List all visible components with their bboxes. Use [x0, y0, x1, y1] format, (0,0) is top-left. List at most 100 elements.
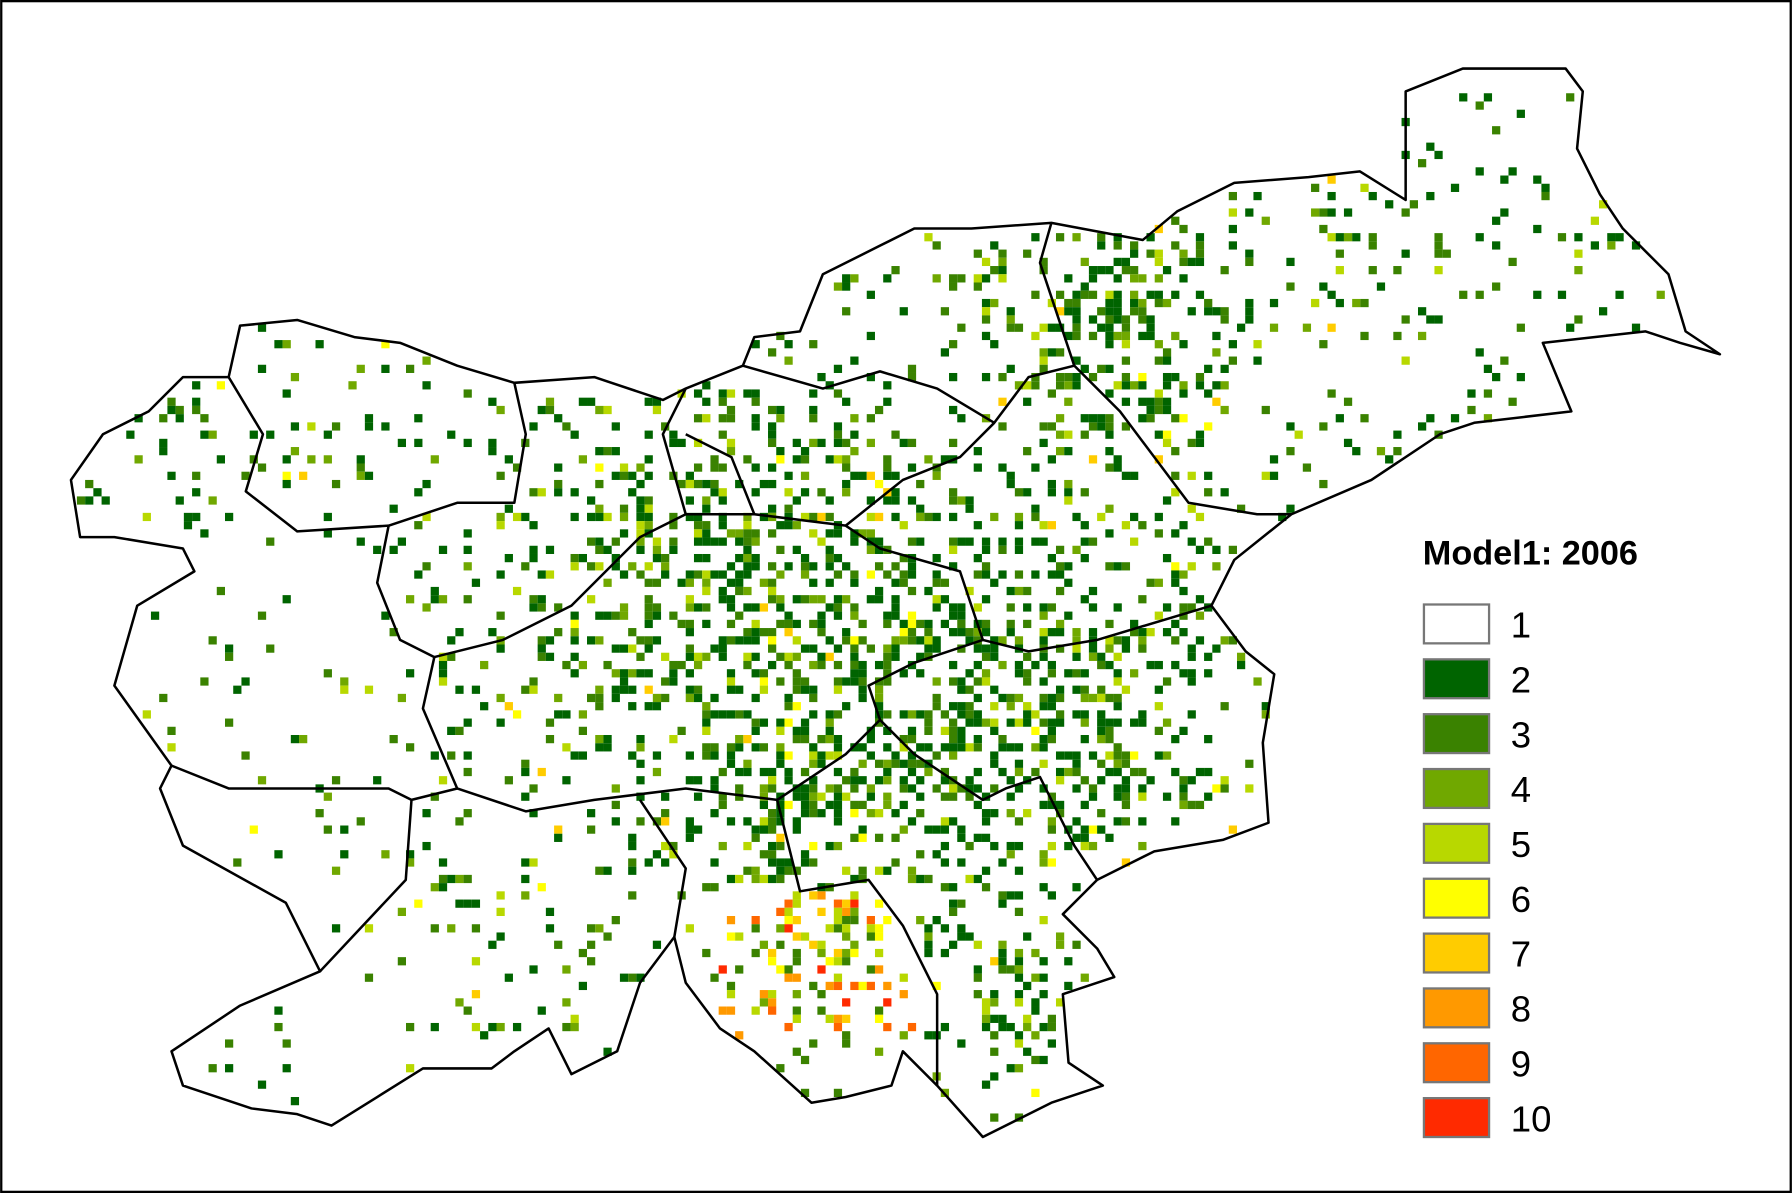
raster-cell [1121, 800, 1131, 810]
raster-cell [751, 652, 760, 661]
raster-cell [1097, 685, 1106, 694]
raster-cell [743, 389, 752, 398]
raster-cell [916, 792, 925, 801]
raster-cell [636, 669, 645, 678]
raster-cell [1039, 652, 1048, 661]
raster-cell [1179, 570, 1188, 579]
raster-cell [1039, 883, 1048, 892]
raster-cell [611, 611, 620, 620]
raster-cell [1014, 784, 1024, 793]
raster-cell [241, 471, 250, 480]
raster-cell [1023, 809, 1032, 818]
raster-cell [702, 619, 711, 629]
raster-cell [1426, 191, 1435, 201]
raster-cell [973, 833, 982, 842]
raster-cell [1055, 718, 1065, 727]
raster-cell [1162, 266, 1172, 275]
raster-cell [1031, 1031, 1040, 1040]
raster-cell [833, 455, 843, 464]
raster-cell [1055, 562, 1065, 571]
raster-cell [759, 578, 769, 587]
raster-cell [1179, 800, 1188, 810]
raster-cell [1080, 800, 1089, 810]
raster-cell [1228, 545, 1237, 554]
raster-cell [233, 858, 242, 867]
raster-cell [1121, 644, 1131, 653]
raster-cell [1319, 282, 1328, 291]
raster-cell [677, 660, 686, 670]
raster-cell [833, 751, 843, 760]
raster-cell [1352, 298, 1361, 308]
raster-cell [685, 619, 694, 629]
raster-cell [949, 792, 958, 801]
raster-cell [1204, 471, 1213, 480]
raster-cell [866, 570, 875, 579]
raster-cell [957, 924, 966, 933]
raster-cell [792, 792, 801, 801]
raster-cell [973, 447, 982, 456]
raster-cell [661, 422, 670, 431]
raster-cell [282, 471, 291, 480]
raster-cell [776, 940, 785, 949]
raster-cell [735, 1031, 744, 1040]
raster-cell [1343, 438, 1353, 448]
legend-swatch [1422, 713, 1491, 755]
raster-cell [1195, 636, 1205, 645]
legend-label: 7 [1511, 934, 1531, 975]
raster-cell [800, 677, 810, 686]
raster-cell [949, 677, 958, 686]
raster-cell [981, 718, 991, 727]
raster-cell [1615, 290, 1624, 299]
raster-cell [587, 562, 596, 571]
raster-cell [907, 636, 917, 645]
raster-cell [990, 685, 999, 694]
raster-cell [652, 940, 662, 949]
raster-cell [529, 553, 538, 563]
raster-cell [611, 784, 620, 793]
raster-cell [899, 1031, 908, 1040]
raster-cell [916, 916, 925, 925]
raster-cell [438, 874, 448, 884]
raster-cell [1072, 751, 1081, 760]
raster-cell [1055, 776, 1065, 785]
raster-cell [693, 792, 703, 801]
raster-cell [611, 693, 620, 703]
raster-cell [735, 734, 744, 744]
raster-cell [809, 405, 818, 415]
raster-cell [299, 471, 308, 480]
raster-cell [981, 669, 991, 678]
raster-cell [628, 973, 637, 982]
raster-cell [1014, 973, 1024, 982]
raster-cell [159, 414, 168, 423]
raster-cell [545, 924, 555, 933]
raster-cell [973, 710, 982, 719]
raster-cell [1113, 331, 1122, 341]
raster-cell [957, 702, 966, 711]
raster-cell [792, 652, 801, 661]
raster-cell [874, 932, 884, 941]
raster-cell [1228, 241, 1237, 250]
raster-cell [1236, 323, 1246, 332]
raster-cell [743, 652, 752, 661]
raster-cell [800, 685, 810, 694]
raster-cell [726, 595, 736, 604]
raster-cell [1055, 809, 1065, 818]
raster-cell [1047, 841, 1056, 851]
raster-cell [949, 438, 958, 448]
raster-cell [735, 874, 744, 884]
raster-cell [274, 850, 283, 859]
raster-cell [619, 644, 629, 653]
raster-cell [899, 521, 908, 530]
raster-cell [224, 644, 234, 653]
raster-cell [1204, 298, 1213, 308]
raster-cell [1516, 372, 1525, 382]
raster-cell [998, 545, 1007, 554]
raster-cell [891, 595, 900, 604]
raster-cell [842, 455, 851, 464]
raster-cell [949, 751, 958, 760]
raster-cell [1023, 249, 1032, 258]
raster-cell [1113, 257, 1122, 267]
raster-cell [1121, 372, 1131, 382]
raster-cell [833, 389, 843, 398]
raster-cell [1335, 233, 1344, 242]
